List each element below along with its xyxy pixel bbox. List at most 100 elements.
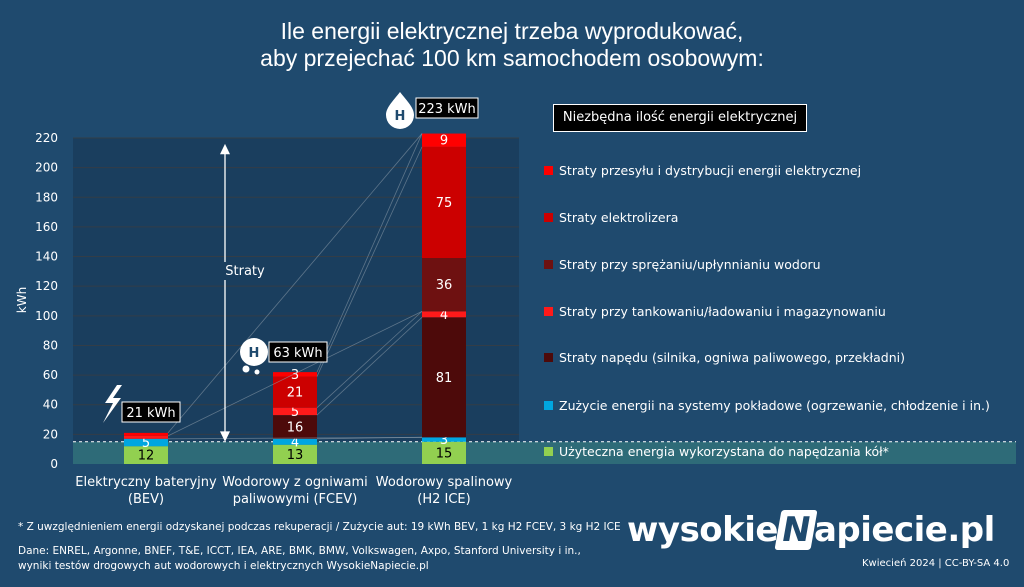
legend-item: Straty przy tankowaniu/ładowaniu i magaz… [544,304,886,319]
legend-item: Użyteczna energia wykorzystana do napędz… [544,444,889,459]
straty-arrow-head-up [220,143,230,155]
legend-item: Straty elektrolizera [544,210,678,225]
title-line-1: Ile energii elektrycznej trzeba wyproduk… [280,18,744,44]
bar-segment [273,415,317,439]
legend-label: Straty napędu (silnika, ogniwa paliwoweg… [559,350,905,365]
y-tick-label: 0 [50,457,58,471]
footnote-recuperation: * Z uwzględnieniem energii odzyskanej po… [18,521,621,533]
legend-swatch [544,401,553,410]
y-tick-label: 100 [35,309,58,323]
bar-segment [273,407,317,416]
y-tick-label: 40 [43,398,58,412]
bar-segment [273,444,317,464]
total-label: 21 kWh [126,406,175,421]
bar-segment [422,146,466,259]
date-license: Kwiecień 2024 | CC-BY-SA 4.0 [862,558,1010,569]
bar-segment [422,311,466,318]
brand-right: apiecie.pl [813,510,995,550]
data-label: 9 [440,134,448,149]
data-label: 5 [291,405,299,420]
connector-line [316,146,423,377]
connector-line [316,436,423,440]
y-tick-label: 80 [43,338,58,352]
bar-segment [422,317,466,438]
y-tick-label: 160 [35,220,58,234]
connector-line [316,133,423,373]
legend-label: Zużycie energii na systemy pokładowe (og… [559,398,990,413]
legend-swatch [544,353,553,362]
straty-label: Straty [225,264,265,279]
legend-swatch [544,307,553,316]
connector-line [316,317,423,416]
legend-item: Straty przy sprężaniu/upłynnianiu wodoru [544,257,821,272]
total-label-box [121,401,181,423]
hydrogen-bubble-small-1 [242,365,250,373]
legend-label: Użyteczna energia wykorzystana do napędz… [559,444,889,459]
data-label: 81 [436,371,453,386]
legend-swatch [544,166,553,175]
straty-arrow-head-down [220,431,230,442]
data-label: 12 [138,449,155,464]
y-tick-label: 120 [35,279,58,293]
y-axis-label: kWh [15,287,29,313]
y-tick-label: 200 [35,161,58,175]
straty-label-bg [214,262,272,280]
y-tick-label: 220 [35,131,58,145]
total-label-box [268,341,328,363]
chart-title: Ile energii elektrycznej trzeba wyproduk… [0,18,1024,72]
data-label: 4 [440,308,448,323]
data-label: 16 [287,420,304,435]
bar-segment [273,438,317,445]
legend-item: Zużycie energii na systemy pokładowe (og… [544,398,990,413]
data-label: 36 [436,278,453,293]
total-label-box [415,97,479,119]
data-label: 13 [287,448,304,463]
legend-item: Straty przesyłu i dystrybucji energii el… [544,163,861,178]
category-label: Wodorowy spalinowy (H2 ICE) [375,475,513,507]
bar-segment [273,376,317,408]
legend-swatch [544,447,553,456]
data-label: 15 [436,446,453,461]
bar-segment [422,437,466,442]
brand-logo: wysokieNapiecie.pl [627,510,995,550]
legend-label: Straty elektrolizera [559,210,679,225]
bar-segment [422,258,466,312]
bar-segment [124,435,168,439]
connector-line [167,133,423,434]
total-label: 223 kWh [418,102,476,117]
bar-segment [124,446,168,464]
legend-label: Straty przy tankowaniu/ładowaniu i magaz… [559,304,886,319]
total-label: 63 kWh [273,346,322,361]
data-label: 4 [291,435,299,450]
connector-line [316,311,423,408]
bar-segment [273,372,317,377]
title-line-2: aby przejechać 100 km samochodem osobowy… [260,45,764,71]
data-label: 21 [287,386,304,401]
hydrogen-drop-icon [386,92,414,129]
hydrogen-drop-text: H [395,109,406,124]
lightning-icon [103,385,122,423]
bar-segment [124,432,168,436]
category-label: Wodorowy z ogniwami paliwowymi (FCEV) [222,475,368,507]
hydrogen-bubble-text: H [249,346,260,361]
footnote-sources: Dane: ENREL, Argonne, BNEF, T&E, ICCT, I… [18,545,581,557]
data-label: 3 [440,433,448,448]
legend-item: Straty napędu (silnika, ogniwa paliwoweg… [544,350,905,365]
data-label: 5 [142,436,150,451]
legend-title: Niezbędna ilość energii elektrycznej [553,104,807,132]
y-tick-label: 180 [35,190,58,204]
y-tick-label: 140 [35,250,58,264]
data-label: 75 [436,196,453,211]
category-label: Elektryczny bateryjny (BEV) [75,475,217,507]
data-label: 3 [291,368,299,383]
bar-segment [124,438,168,447]
brand-mid: N [774,510,818,550]
footnote-tests: wyniki testów drogowych aut wodorowych i… [18,560,429,572]
legend-label: Straty przy sprężaniu/upłynnianiu wodoru [559,257,821,272]
connector-line [167,311,423,437]
legend-swatch [544,260,553,269]
y-tick-label: 20 [43,427,58,441]
bar-segment [422,133,466,147]
hydrogen-bubble-icon [240,338,268,366]
